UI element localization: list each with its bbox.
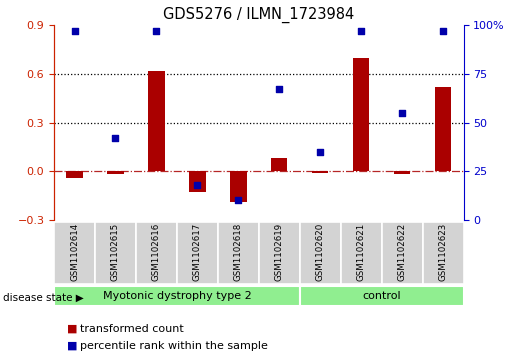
Text: GSM1102614: GSM1102614 <box>70 223 79 281</box>
Bar <box>189 171 205 192</box>
Bar <box>177 222 218 284</box>
Bar <box>136 222 177 284</box>
Point <box>111 135 119 141</box>
Text: GSM1102616: GSM1102616 <box>152 223 161 281</box>
Point <box>275 87 283 93</box>
Text: Myotonic dystrophy type 2: Myotonic dystrophy type 2 <box>102 291 251 301</box>
Text: GSM1102619: GSM1102619 <box>275 223 284 281</box>
Bar <box>54 286 300 306</box>
Bar <box>394 171 410 174</box>
Point <box>71 28 79 34</box>
Bar <box>218 222 259 284</box>
Bar <box>54 222 95 284</box>
Bar <box>312 171 329 173</box>
Bar <box>300 286 464 306</box>
Bar <box>230 171 247 202</box>
Bar <box>107 171 124 174</box>
Text: GSM1102620: GSM1102620 <box>316 223 324 281</box>
Text: GSM1102618: GSM1102618 <box>234 223 243 281</box>
Bar <box>422 222 464 284</box>
Bar <box>300 222 341 284</box>
Text: GSM1102617: GSM1102617 <box>193 223 202 281</box>
Text: ■: ■ <box>67 323 77 334</box>
Point <box>316 149 324 155</box>
Text: transformed count: transformed count <box>80 323 183 334</box>
Title: GDS5276 / ILMN_1723984: GDS5276 / ILMN_1723984 <box>163 7 354 23</box>
Text: percentile rank within the sample: percentile rank within the sample <box>80 340 268 351</box>
Point <box>398 110 406 116</box>
Point <box>193 182 201 188</box>
Bar <box>353 58 369 171</box>
Bar <box>148 71 165 171</box>
Text: disease state ▶: disease state ▶ <box>3 293 83 303</box>
Point <box>439 28 447 34</box>
Text: GSM1102623: GSM1102623 <box>439 223 448 281</box>
Text: GSM1102615: GSM1102615 <box>111 223 120 281</box>
Bar <box>66 171 83 178</box>
Bar <box>341 222 382 284</box>
Bar <box>382 222 422 284</box>
Text: GSM1102621: GSM1102621 <box>357 223 366 281</box>
Bar <box>259 222 300 284</box>
Text: ■: ■ <box>67 340 77 351</box>
Point <box>152 28 161 34</box>
Text: control: control <box>363 291 401 301</box>
Point <box>234 197 243 203</box>
Bar <box>271 158 287 171</box>
Bar <box>95 222 136 284</box>
Text: GSM1102622: GSM1102622 <box>398 223 406 281</box>
Bar <box>435 87 451 171</box>
Point <box>357 28 365 34</box>
